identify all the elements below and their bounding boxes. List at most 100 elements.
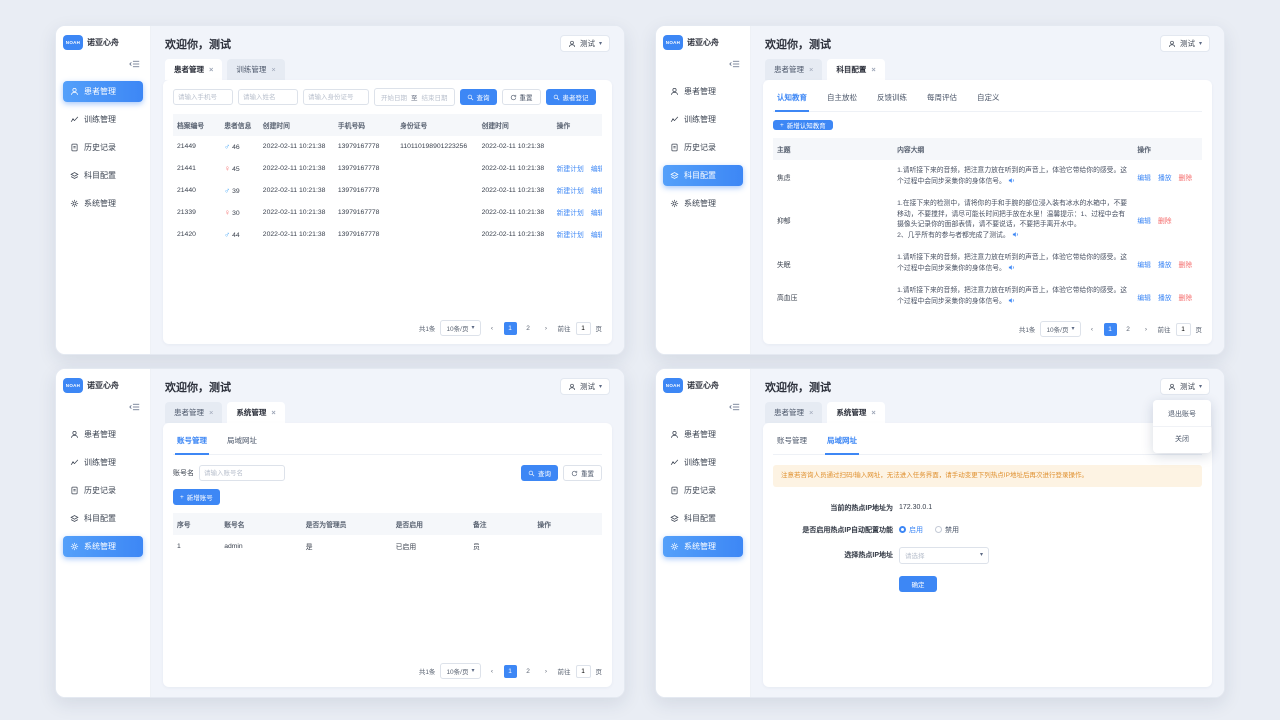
- delete-link[interactable]: 删除: [1178, 294, 1193, 302]
- sidebar-item-history[interactable]: 历史记录: [63, 137, 143, 158]
- idcard-input[interactable]: [303, 89, 369, 105]
- subtab-account-management[interactable]: 账号管理: [777, 436, 807, 445]
- sidebar-item-history[interactable]: 历史记录: [663, 480, 743, 501]
- sidebar-item-history[interactable]: 历史记录: [663, 137, 743, 158]
- edit-link[interactable]: 编辑: [590, 188, 602, 195]
- delete-link[interactable]: 删除: [1178, 174, 1193, 182]
- hotspot-ip-select[interactable]: 请选择 ▾: [899, 546, 989, 564]
- delete-link[interactable]: 删除: [1178, 261, 1193, 269]
- radio-disable[interactable]: 禁用: [935, 525, 959, 535]
- sidebar-item-patients[interactable]: 患者管理: [663, 424, 743, 445]
- close-icon[interactable]: ×: [271, 64, 276, 74]
- page-number[interactable]: 1: [1103, 322, 1117, 336]
- edit-link[interactable]: 编辑: [590, 210, 602, 217]
- speaker-icon[interactable]: [1008, 177, 1015, 184]
- page-size-select[interactable]: 10条/页 ▾: [440, 320, 481, 336]
- page-number[interactable]: 2: [526, 667, 530, 675]
- user-menu-button[interactable]: 测试 ▾: [1159, 35, 1210, 52]
- subtab-weekly-evaluation[interactable]: 每周评估: [927, 93, 957, 102]
- tab-patients[interactable]: 患者管理 ×: [765, 402, 823, 423]
- play-link[interactable]: 播放: [1157, 261, 1172, 269]
- sidebar-item-subjects[interactable]: 科目配置: [663, 165, 743, 186]
- user-menu-button[interactable]: 测试 ▾: [559, 35, 610, 52]
- new-plan-link[interactable]: 新建计划: [556, 232, 584, 239]
- sidebar-item-subjects[interactable]: 科目配置: [63, 165, 143, 186]
- sidebar-item-system[interactable]: 系统管理: [63, 193, 143, 214]
- sidebar-item-system[interactable]: 系统管理: [63, 536, 143, 557]
- tab-patients[interactable]: 患者管理 ×: [165, 59, 223, 80]
- speaker-icon[interactable]: [1008, 264, 1015, 271]
- reset-button[interactable]: 重置: [501, 89, 541, 105]
- subtab-custom[interactable]: 自定义: [977, 93, 1000, 102]
- subtab-cognitive-education[interactable]: 认知教育: [775, 88, 809, 112]
- search-button[interactable]: 查询: [521, 465, 558, 481]
- confirm-button[interactable]: 确定: [899, 575, 937, 592]
- edit-link[interactable]: 编辑: [1137, 294, 1151, 302]
- patient-register-button[interactable]: 患者登记: [545, 89, 596, 105]
- page-number[interactable]: 1: [503, 664, 517, 678]
- page-size-select[interactable]: 10条/页 ▾: [440, 663, 481, 679]
- subtab-feedback-training[interactable]: 反馈训练: [877, 93, 907, 102]
- page-number[interactable]: 1: [503, 321, 517, 335]
- search-button[interactable]: 查询: [459, 89, 497, 105]
- prev-page-button[interactable]: ‹: [490, 667, 494, 675]
- sidebar-item-system[interactable]: 系统管理: [663, 536, 743, 557]
- account-name-input[interactable]: [199, 465, 285, 481]
- subtab-lan-address[interactable]: 局域网址: [227, 436, 257, 445]
- page-number[interactable]: 2: [1126, 325, 1130, 333]
- edit-link[interactable]: 编辑: [1137, 218, 1151, 226]
- sidebar-item-training[interactable]: 训练管理: [663, 109, 743, 130]
- edit-link[interactable]: 编辑: [1137, 261, 1151, 269]
- next-page-button[interactable]: ›: [544, 324, 548, 332]
- prev-page-button[interactable]: ‹: [1090, 325, 1094, 333]
- edit-link[interactable]: 编辑: [590, 232, 602, 239]
- next-page-button[interactable]: ›: [544, 667, 548, 675]
- tab-subjects[interactable]: 科目配置 ×: [827, 59, 885, 80]
- goto-page-input[interactable]: [1175, 322, 1191, 336]
- speaker-icon[interactable]: [1012, 231, 1019, 238]
- sidebar-item-subjects[interactable]: 科目配置: [663, 508, 743, 529]
- sidebar-item-history[interactable]: 历史记录: [63, 480, 143, 501]
- subtab-account-management[interactable]: 账号管理: [175, 431, 209, 455]
- close-icon[interactable]: ×: [209, 64, 214, 74]
- name-input[interactable]: [238, 89, 298, 105]
- radio-enable[interactable]: 启用: [899, 525, 923, 535]
- edit-link[interactable]: 编辑: [590, 166, 602, 173]
- new-plan-link[interactable]: 新建计划: [556, 166, 584, 173]
- tab-patients[interactable]: 患者管理 ×: [165, 402, 223, 423]
- sidebar-item-subjects[interactable]: 科目配置: [63, 508, 143, 529]
- tab-training[interactable]: 训练管理 ×: [227, 59, 285, 80]
- collapse-sidebar-icon[interactable]: [666, 402, 740, 412]
- page-number[interactable]: 2: [526, 324, 530, 332]
- close-icon[interactable]: ×: [809, 64, 814, 74]
- prev-page-button[interactable]: ‹: [490, 324, 494, 332]
- goto-page-input[interactable]: [575, 664, 591, 678]
- collapse-sidebar-icon[interactable]: [66, 402, 140, 412]
- phone-input[interactable]: [173, 89, 233, 105]
- sidebar-item-training[interactable]: 训练管理: [63, 452, 143, 473]
- close-icon[interactable]: ×: [871, 64, 876, 74]
- sidebar-item-patients[interactable]: 患者管理: [663, 81, 743, 102]
- collapse-sidebar-icon[interactable]: [666, 59, 740, 69]
- close-menu-item[interactable]: 关闭: [1153, 426, 1211, 451]
- logout-menu-item[interactable]: 退出账号: [1168, 411, 1196, 418]
- goto-page-input[interactable]: [575, 321, 591, 335]
- new-plan-link[interactable]: 新建计划: [556, 210, 584, 217]
- tab-patients[interactable]: 患者管理 ×: [765, 59, 823, 80]
- reset-button[interactable]: 重置: [563, 465, 602, 481]
- tab-system[interactable]: 系统管理 ×: [827, 402, 885, 423]
- delete-link[interactable]: 删除: [1157, 218, 1172, 226]
- next-page-button[interactable]: ›: [1144, 325, 1148, 333]
- page-size-select[interactable]: 10条/页 ▾: [1040, 321, 1081, 338]
- tab-system[interactable]: 系统管理 ×: [227, 402, 285, 423]
- close-icon[interactable]: ×: [209, 407, 214, 417]
- new-plan-link[interactable]: 新建计划: [556, 188, 584, 195]
- sidebar-item-patients[interactable]: 患者管理: [63, 81, 143, 102]
- play-link[interactable]: 播放: [1157, 174, 1172, 182]
- add-account-button[interactable]: + 新增账号: [173, 489, 220, 505]
- speaker-icon[interactable]: [1008, 297, 1015, 304]
- sidebar-item-training[interactable]: 训练管理: [63, 109, 143, 130]
- sidebar-item-patients[interactable]: 患者管理: [63, 424, 143, 445]
- sidebar-item-system[interactable]: 系统管理: [663, 193, 743, 214]
- user-menu-button[interactable]: 测试 ▾ 退出账号 关闭: [1153, 378, 1211, 453]
